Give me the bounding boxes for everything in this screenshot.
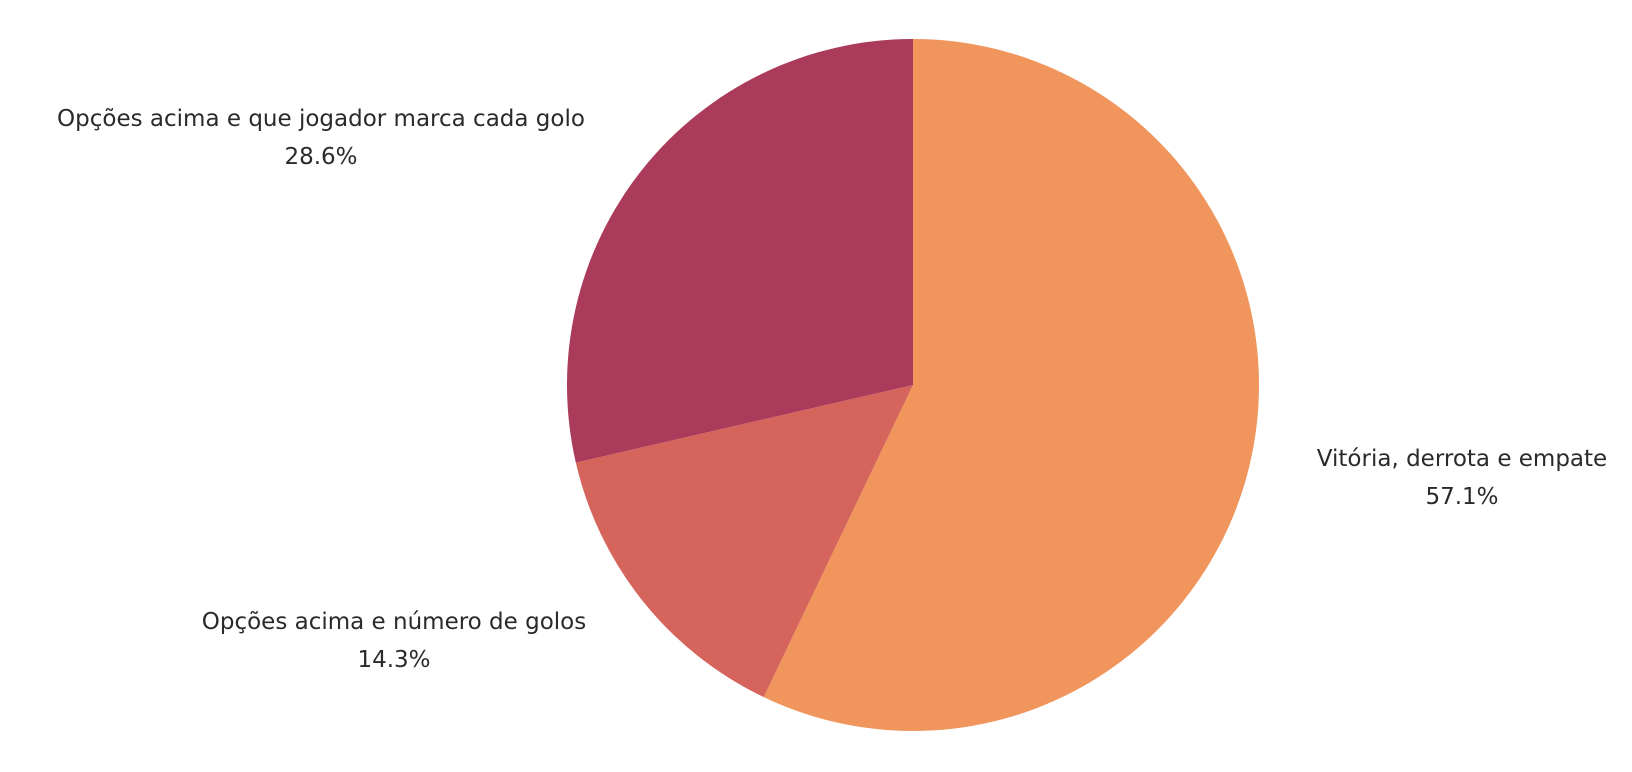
- pie-labels: Vitória, derrota e empate 57.1% Opções aci…: [57, 106, 1607, 673]
- slice-value-label-3: 28.6%: [284, 144, 357, 170]
- slice-label-3: Opções acima e que jogador marca cada go…: [57, 106, 585, 132]
- slice-value-label-1: 57.1%: [1425, 484, 1498, 510]
- slice-label-1: Vitória, derrota e empate: [1317, 446, 1607, 472]
- pie-slice-2: [575, 385, 913, 698]
- pie-slice-3: [567, 39, 913, 463]
- slice-label-2: Opções acima e número de golos: [202, 609, 587, 635]
- pie-slices: [567, 39, 1260, 732]
- pie-slice-1: [763, 39, 1260, 732]
- slice-value-label-2: 14.3%: [357, 647, 430, 673]
